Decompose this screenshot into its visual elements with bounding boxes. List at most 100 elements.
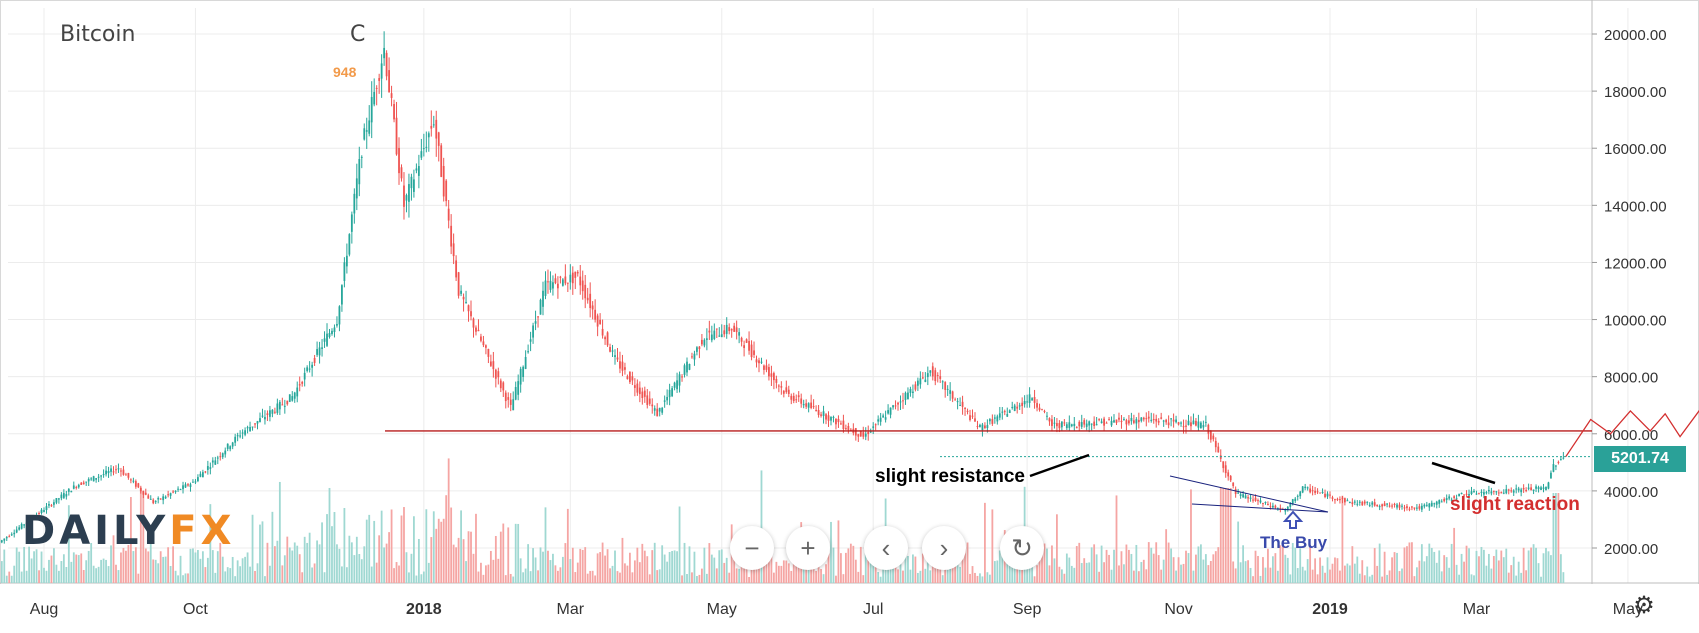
- candle-body: [924, 379, 927, 382]
- candle-body: [1212, 435, 1215, 440]
- candle-body: [276, 403, 279, 413]
- candle-body: [897, 402, 899, 405]
- candle-body: [959, 404, 961, 406]
- volume-bar: [735, 568, 738, 583]
- volume-bar: [209, 504, 212, 583]
- volume-bar: [748, 576, 750, 583]
- volume-bar: [82, 569, 85, 583]
- volume-bar: [393, 568, 395, 583]
- volume-bar: [152, 559, 155, 583]
- zoom-out-button[interactable]: −: [730, 526, 774, 570]
- candle-body: [1527, 487, 1530, 489]
- candle-body: [209, 467, 212, 469]
- volume-bar: [350, 542, 353, 583]
- x-tick-label: Aug: [30, 601, 58, 618]
- candle-body: [303, 372, 306, 380]
- candle-body: [1485, 492, 1488, 494]
- candle-body: [1562, 457, 1565, 459]
- candle-body: [1505, 489, 1508, 494]
- candle-body: [343, 262, 346, 281]
- candle-body: [1011, 406, 1014, 408]
- candle-body: [703, 339, 706, 346]
- candle-body: [1060, 421, 1063, 428]
- candle-body: [812, 406, 815, 408]
- volume-bar: [527, 544, 530, 583]
- scroll-back-button[interactable]: ‹: [864, 526, 908, 570]
- candle-body: [609, 346, 611, 352]
- volume-bar: [311, 567, 314, 583]
- volume-bar: [666, 561, 669, 583]
- volume-bar: [1420, 544, 1423, 583]
- volume-bar: [720, 549, 723, 583]
- candle-body: [653, 408, 656, 411]
- settings-gear-icon[interactable]: ⚙: [1633, 592, 1655, 619]
- candle-body: [1341, 497, 1344, 500]
- candle-body: [976, 426, 979, 428]
- y-tick-label: 6000.00: [1604, 427, 1658, 444]
- x-tick-label: Jul: [863, 601, 883, 618]
- candle-body: [316, 349, 318, 355]
- volume-bar: [125, 550, 127, 583]
- volume-bar: [964, 547, 966, 583]
- candle-body: [827, 415, 830, 421]
- volume-bar: [1336, 558, 1339, 583]
- reset-chart-button[interactable]: ↻: [1000, 526, 1044, 570]
- volume-bar: [1423, 561, 1426, 583]
- x-tick-label: Mar: [557, 601, 585, 618]
- candle-body: [1113, 420, 1115, 423]
- candle-body: [117, 468, 120, 470]
- volume-bar: [609, 568, 611, 583]
- volume-bar: [1239, 562, 1242, 583]
- volume-bar: [313, 563, 316, 583]
- candle-body: [1063, 422, 1066, 424]
- candle-body: [805, 403, 808, 407]
- volume-bar: [1339, 570, 1341, 583]
- volume-bar: [986, 572, 989, 583]
- candle-body: [25, 522, 28, 525]
- candle-body: [87, 478, 90, 482]
- zoom-in-button[interactable]: +: [786, 526, 830, 570]
- volume-bar: [899, 563, 902, 583]
- volume-bar: [455, 547, 458, 583]
- candle-body: [800, 398, 803, 404]
- volume-bar: [107, 566, 110, 583]
- candle-body: [40, 509, 43, 514]
- volume-bar: [1083, 558, 1086, 583]
- candle-body: [482, 341, 485, 346]
- volume-bar: [182, 575, 184, 583]
- volume-bar: [1555, 493, 1557, 583]
- candle-body: [219, 456, 222, 458]
- y-tick-label: 8000.00: [1604, 370, 1658, 387]
- candle-body: [23, 524, 26, 526]
- volume-bar: [286, 536, 289, 583]
- volume-bar: [1271, 556, 1274, 583]
- volume-bar: [1155, 542, 1158, 583]
- candle-body: [172, 491, 174, 493]
- candle-body: [1180, 422, 1182, 424]
- volume-bar: [467, 531, 470, 583]
- candle-body: [614, 355, 616, 358]
- candle-body: [1428, 503, 1431, 508]
- candle-body: [926, 373, 929, 378]
- volume-bar: [264, 576, 266, 583]
- volume-bar: [941, 575, 944, 583]
- candle-body: [758, 360, 760, 364]
- candle-body: [261, 415, 264, 417]
- candle-body: [1301, 486, 1304, 493]
- x-tick-label: May: [1613, 601, 1643, 618]
- volume-bar: [693, 551, 696, 583]
- candle-body: [929, 370, 932, 373]
- buy-arrow-icon: [1282, 510, 1304, 529]
- volume-bar: [547, 550, 549, 583]
- scroll-forward-button[interactable]: ›: [922, 526, 966, 570]
- volume-bar: [969, 573, 971, 583]
- volume-bar: [929, 570, 932, 583]
- volume-bar: [1356, 556, 1359, 583]
- candle-body: [842, 420, 845, 429]
- candle-body: [45, 506, 48, 511]
- volume-bar: [1140, 562, 1143, 583]
- candle-body: [628, 371, 631, 383]
- volume-bar: [85, 560, 88, 583]
- volume-bar: [842, 574, 845, 583]
